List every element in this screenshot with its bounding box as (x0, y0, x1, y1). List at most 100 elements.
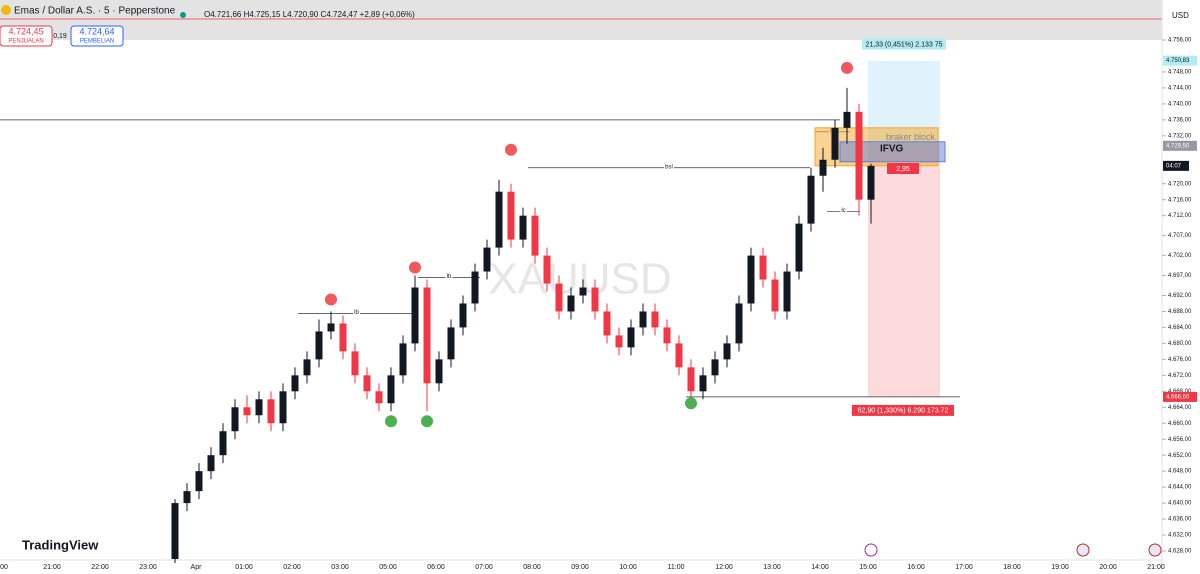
y-tick-label: 4.648,00 (1168, 469, 1192, 475)
y-tick-label: 4.732,00 (1168, 133, 1192, 139)
candle-body (531, 215, 539, 256)
swing-low (421, 415, 433, 428)
price-tag-label: 4.666,60 (1166, 394, 1190, 400)
countdown: 04:07 (1166, 163, 1182, 169)
buy-label[interactable]: PEMBELIAN (80, 39, 114, 45)
price-tag (1163, 140, 1197, 151)
spread: 0,19 (53, 33, 67, 40)
candle-body (171, 503, 179, 559)
y-tick-label: 4.636,00 (1168, 517, 1192, 523)
x-tick-label: 02:00 (283, 564, 301, 571)
candle-body (519, 215, 527, 240)
candle-body (327, 323, 335, 332)
candle-body (423, 287, 431, 384)
candle-body (795, 223, 803, 272)
y-tick-label: 4.656,00 (1168, 437, 1192, 443)
candle-body (339, 323, 347, 352)
candle-body (639, 311, 647, 328)
last-price-tag (1163, 160, 1189, 171)
price-tag-label: 4.750,83 (1166, 58, 1190, 64)
zone-tag-box (887, 163, 919, 174)
currency[interactable]: USD (1172, 11, 1189, 20)
sell-price[interactable]: 4.724,45 (8, 26, 43, 36)
candle-body (747, 255, 755, 304)
candle-body (255, 399, 263, 416)
y-tick-label: 4.632,00 (1168, 533, 1192, 539)
candle-body (699, 375, 707, 392)
symbol: Emas / Dollar A.S. · 5 · Pepperstone (14, 6, 176, 17)
candle-body (507, 191, 515, 240)
candle-body (591, 287, 599, 312)
sell-button[interactable] (0, 25, 53, 47)
stop-text: 62,90 (1,330%) 6.290 173.72 (858, 408, 949, 415)
candle-body (771, 279, 779, 312)
buy-button[interactable] (70, 25, 124, 47)
level-label: lb (447, 274, 452, 280)
stop-zone (868, 145, 940, 397)
status-dot (180, 12, 186, 18)
x-tick-label: 21:00 (1147, 564, 1165, 571)
x-tick-label: 17:00 (955, 564, 973, 571)
x-tick-label: 05:00 (379, 564, 397, 571)
candle-body (267, 399, 275, 424)
x-tick-label: 03:00 (331, 564, 349, 571)
y-tick-label: 4.676,00 (1168, 357, 1192, 363)
zone (839, 141, 946, 163)
candle-body (867, 165, 875, 200)
candle-body (687, 367, 695, 392)
candle-body (567, 295, 575, 312)
symbol-icon (1, 5, 11, 15)
y-tick-label: 4.736,00 (1168, 117, 1192, 123)
candle-body (291, 375, 299, 392)
candle-body (711, 359, 719, 376)
y-tick-label: 4.668,00 (1168, 389, 1192, 395)
candle-body (819, 159, 827, 176)
x-tick-label: 01:00 (235, 564, 253, 571)
y-tick-label: 4.644,00 (1168, 485, 1192, 491)
candle-body (243, 407, 251, 416)
y-tick-label: 4.697,00 (1168, 273, 1192, 279)
y-tick-label: 4.640,00 (1168, 501, 1192, 507)
swing-high (325, 293, 337, 306)
candle-body (603, 311, 611, 336)
event-icon[interactable] (1148, 543, 1162, 557)
x-tick-label: 15:00 (859, 564, 877, 571)
x-tick-label: 12:00 (715, 564, 733, 571)
header-band (0, 0, 1162, 40)
buy-price[interactable]: 4.724,64 (79, 26, 114, 36)
y-tick-label: 4.692,00 (1168, 293, 1192, 299)
sell-label[interactable]: PENJUALAN (8, 39, 43, 45)
x-tick-label: Apr (191, 564, 203, 571)
x-tick-label: 08:00 (523, 564, 541, 571)
candle-body (303, 359, 311, 376)
event-icon[interactable] (1076, 543, 1090, 557)
candle-body (723, 343, 731, 360)
candle-body (195, 471, 203, 492)
zone-tag: 2,95 (896, 166, 910, 173)
candle-body (783, 271, 791, 312)
candle-body (675, 343, 683, 368)
candle-body (483, 247, 491, 272)
candle-body (183, 491, 191, 504)
candle-body (351, 351, 359, 376)
y-tick-label: 4.688,00 (1168, 309, 1192, 315)
candle-body (315, 331, 323, 360)
x-tick-label: 18:00 (1003, 564, 1021, 571)
x-tick-label: 09:00 (571, 564, 589, 571)
y-tick-label: 4.756,00 (1168, 38, 1192, 44)
candle-body (363, 375, 371, 392)
y-tick-label: 4.740,00 (1168, 101, 1192, 107)
candle-body (663, 327, 671, 344)
x-tick-label: 23:00 (139, 564, 157, 571)
y-tick-label: 4.664,00 (1168, 405, 1192, 411)
y-tick-label: 4.720,00 (1168, 181, 1192, 187)
candle-body (735, 303, 743, 344)
event-icon[interactable] (864, 543, 878, 557)
candle-body (207, 455, 215, 472)
candle-body (555, 283, 563, 312)
candle-body (387, 375, 395, 404)
candle-body (831, 127, 839, 160)
x-tick-label: 13:00 (763, 564, 781, 571)
candle-body (411, 287, 419, 344)
